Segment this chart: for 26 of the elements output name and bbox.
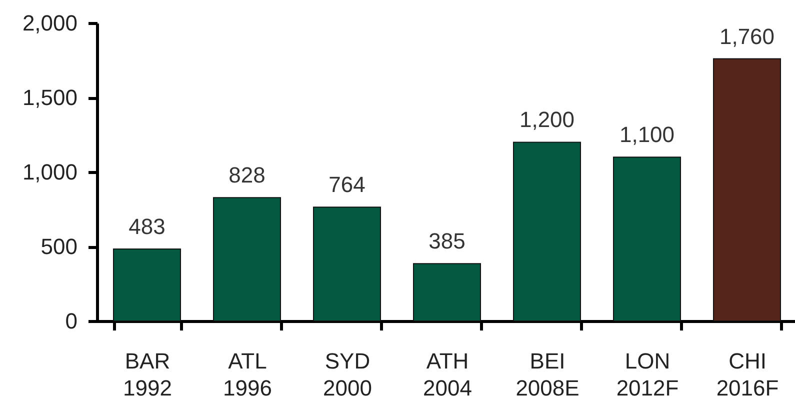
data-label: 828: [228, 162, 266, 188]
x-tick-label: LON 2012F: [616, 348, 679, 400]
x-tick-label: CHI 2016F: [716, 348, 779, 400]
data-label: 764: [328, 172, 366, 198]
data-label: 483: [128, 214, 166, 240]
x-tick-label: ATH 2004: [423, 348, 472, 400]
bar: [613, 156, 681, 322]
y-tick-label: 1,000: [22, 160, 78, 184]
data-label: 385: [428, 228, 466, 254]
y-tick-label: 2,000: [22, 10, 78, 36]
x-tick-label: BAR 1992: [123, 348, 172, 400]
bar: [713, 58, 781, 322]
y-tick-label: 500: [40, 234, 78, 259]
y-tick-label: 0: [65, 308, 78, 334]
bar: [113, 248, 181, 322]
x-tick-label: BEI 2008E: [516, 348, 580, 400]
x-tick-label: SYD 2000: [323, 348, 372, 400]
data-label: 1,200: [519, 107, 575, 132]
data-label: 1,760: [719, 24, 775, 49]
bar: [313, 206, 381, 322]
data-label: 1,100: [619, 122, 675, 148]
bar: [213, 197, 281, 322]
bar: [513, 142, 581, 322]
x-tick-label: ATL 1996: [223, 348, 272, 400]
y-tick-label: 1,500: [22, 85, 78, 110]
bar: [413, 263, 481, 322]
